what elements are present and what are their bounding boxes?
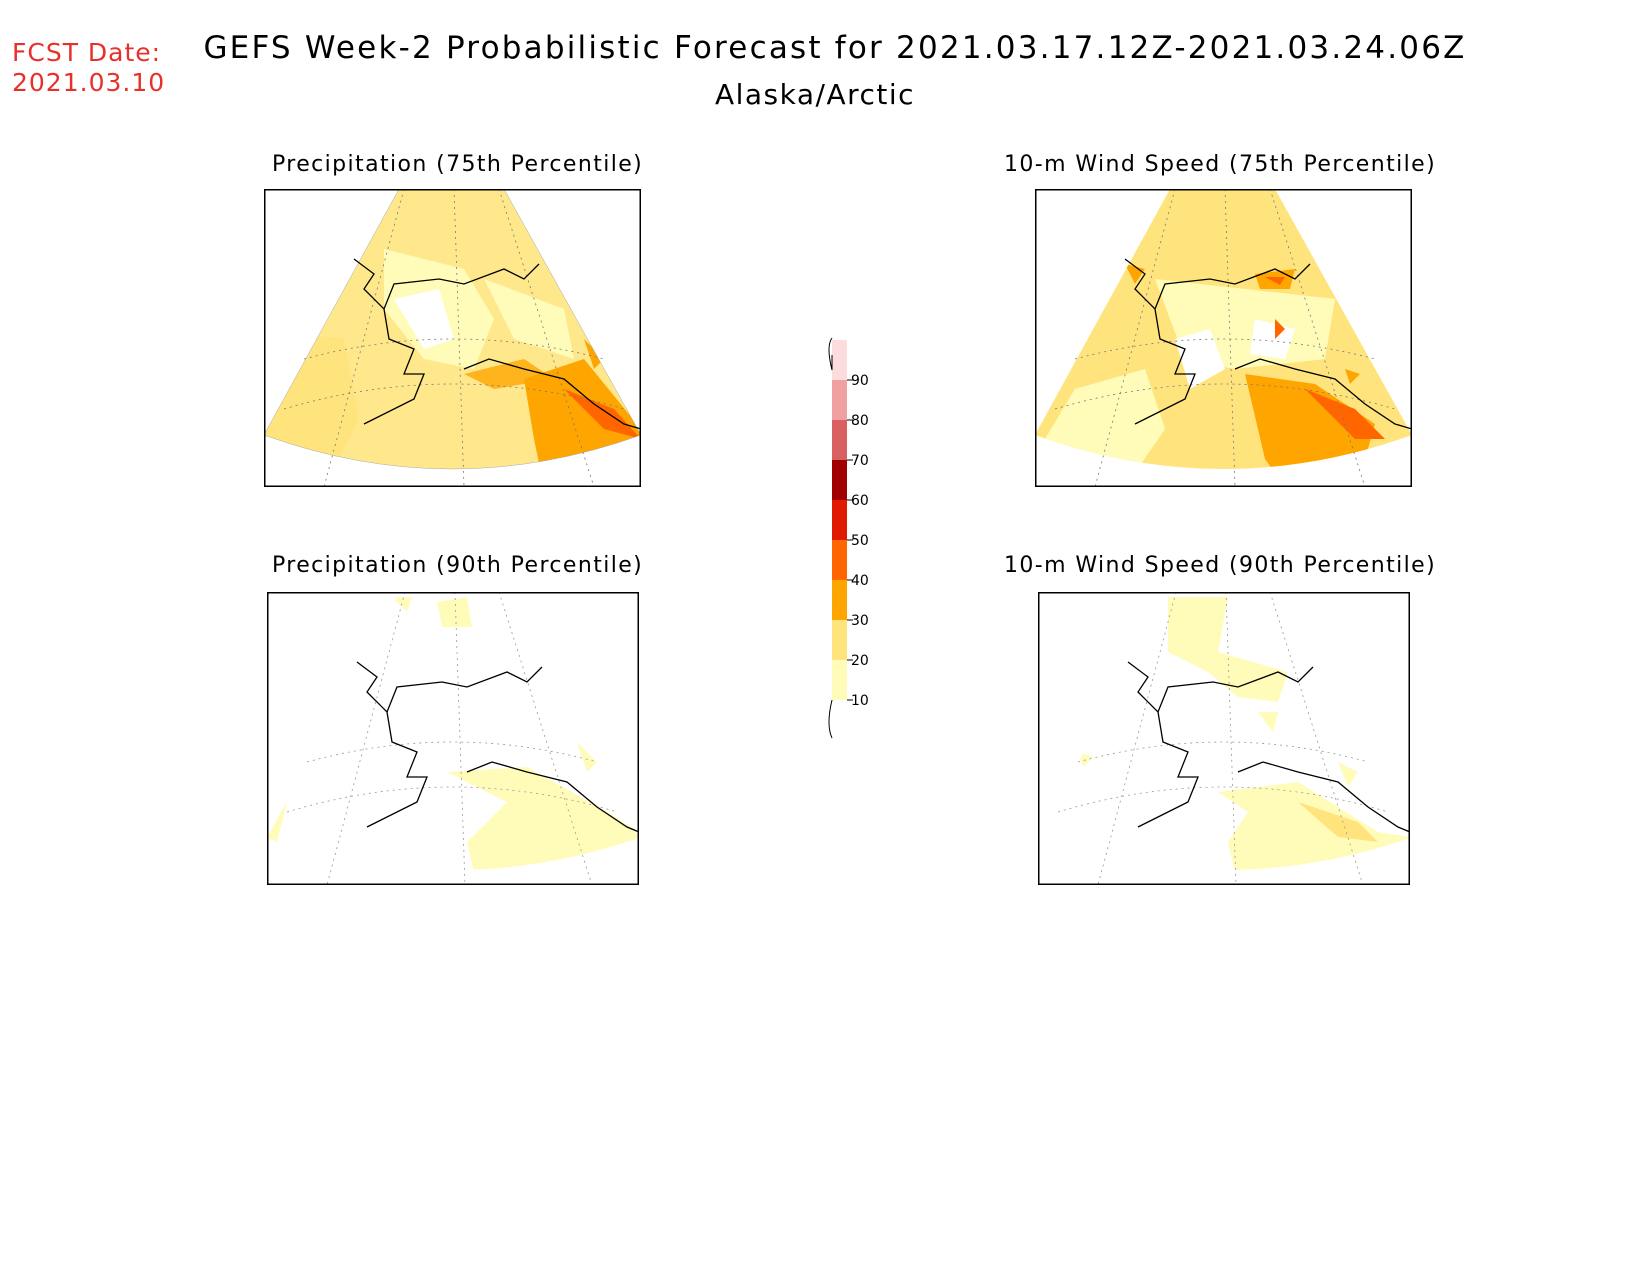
legend-swatch bbox=[832, 380, 847, 420]
map-precip-75 bbox=[264, 189, 641, 487]
panel-title-precip-90: Precipitation (90th Percentile) bbox=[272, 553, 644, 578]
legend-swatch bbox=[832, 580, 847, 620]
legend-label: 90 bbox=[851, 373, 869, 389]
legend-swatch bbox=[832, 460, 847, 500]
legend-swatch bbox=[832, 620, 847, 660]
legend-swatch bbox=[832, 540, 847, 580]
legend-swatch bbox=[832, 660, 847, 700]
panel-title-precip-75: Precipitation (75th Percentile) bbox=[272, 152, 644, 177]
legend-label: 30 bbox=[851, 613, 869, 629]
map-wind-75 bbox=[1035, 189, 1412, 487]
legend-label: 10 bbox=[851, 693, 869, 709]
panel-title-wind-90: 10-m Wind Speed (90th Percentile) bbox=[1004, 553, 1437, 578]
color-legend: 10 20 30 40 50 60 70 80 90 bbox=[828, 337, 869, 739]
legend-swatch bbox=[832, 500, 847, 540]
legend-label: 60 bbox=[851, 493, 869, 509]
map-wind-90 bbox=[1038, 592, 1410, 885]
forecast-date-value: 2021.03.10 bbox=[12, 68, 166, 97]
forecast-date-label: FCST Date: bbox=[12, 38, 162, 67]
legend-label: 50 bbox=[851, 533, 869, 549]
legend-label: 20 bbox=[851, 653, 869, 669]
legend-label: 80 bbox=[851, 413, 869, 429]
legend-label: 40 bbox=[851, 573, 869, 589]
forecast-date-block: FCST Date: 2021.03.10 bbox=[12, 38, 165, 98]
map-precip-90 bbox=[267, 592, 639, 885]
legend-label: 70 bbox=[851, 453, 869, 469]
legend-swatch bbox=[832, 420, 847, 460]
region-subtitle: Alaska/Arctic bbox=[714, 78, 916, 111]
panel-title-wind-75: 10-m Wind Speed (75th Percentile) bbox=[1004, 152, 1437, 177]
page-title: GEFS Week-2 Probabilistic Forecast for 2… bbox=[203, 30, 1467, 66]
legend-swatch bbox=[832, 340, 847, 380]
